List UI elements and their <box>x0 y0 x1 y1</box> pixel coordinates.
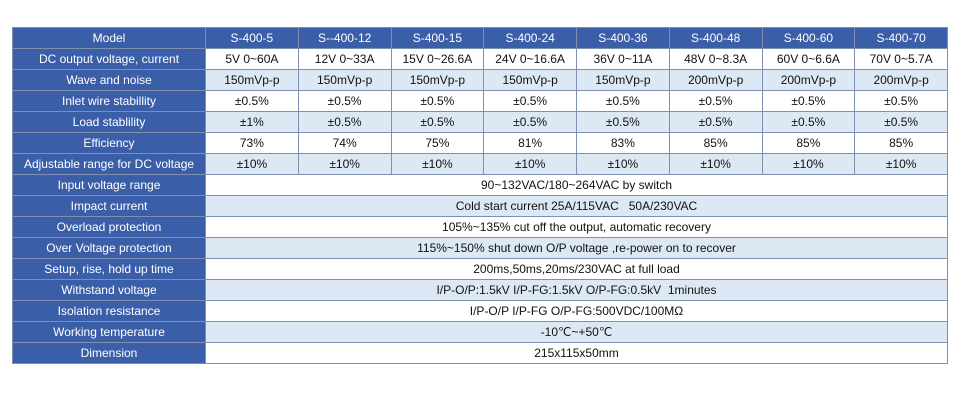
cell: ±0.5% <box>390 90 485 112</box>
cell: 105%~135% cut off the output, automatic … <box>205 216 948 238</box>
cell: 115%~150% shut down O/P voltage ,re-powe… <box>205 237 948 259</box>
cell: 15V 0~26.6A <box>390 48 485 70</box>
cell: 150mVp-p <box>390 69 485 91</box>
cell: I/P-O/P:1.5kV I/P-FG:1.5kV O/P-FG:0.5kV … <box>205 279 948 301</box>
cell: 81% <box>483 132 577 154</box>
cell: ±0.5% <box>854 90 948 112</box>
row-label: DC output voltage, current <box>12 48 206 70</box>
cell: 83% <box>576 132 670 154</box>
table-row: Setup, rise, hold up time 200ms,50ms,20ms… <box>12 258 948 280</box>
table-row: Overload protection 105%~135% cut off the… <box>12 216 948 238</box>
cell: 85% <box>668 132 763 154</box>
cell: S--400-12 <box>297 27 392 49</box>
cell: S-400-60 <box>761 27 856 49</box>
spec-table: Model S-400-5 S--400-12 S-400-15 S-400-24 S-4… <box>12 27 948 364</box>
cell: -10℃~+50℃ <box>205 321 948 343</box>
cell: 90~132VAC/180~264VAC by switch <box>205 174 948 196</box>
cell: ±0.5% <box>576 90 670 112</box>
cell: ±0.5% <box>483 111 577 133</box>
cell: 36V 0~11A <box>576 48 670 70</box>
cell: ±0.5% <box>483 90 577 112</box>
cell: ±0.5% <box>297 90 392 112</box>
row-label: Withstand voltage <box>12 279 206 301</box>
cell: ±10% <box>668 153 763 175</box>
cell: 200mVp-p <box>854 69 948 91</box>
cell: ±10% <box>205 153 299 175</box>
cell: ±0.5% <box>297 111 392 133</box>
cell: S-400-24 <box>483 27 577 49</box>
row-label: Efficiency <box>12 132 206 154</box>
row-label: Overload protection <box>12 216 206 238</box>
row-label: Setup, rise, hold up time <box>12 258 206 280</box>
cell: 60V 0~6.6A <box>761 48 856 70</box>
cell: I/P-O/P I/P-FG O/P-FG:500VDC/100MΩ <box>205 300 948 322</box>
cell: 5V 0~60A <box>205 48 299 70</box>
cell: ±0.5% <box>668 90 763 112</box>
cell: ±10% <box>390 153 485 175</box>
table-row: Efficiency 73% 74% 75% 81% 83% 85% 85% 85% <box>12 132 948 154</box>
cell: ±10% <box>576 153 670 175</box>
row-label: Inlet wire stabillity <box>12 90 206 112</box>
cell: 200ms,50ms,20ms/230VAC at full load <box>205 258 948 280</box>
cell: ±10% <box>761 153 856 175</box>
row-label: Load stablility <box>12 111 206 133</box>
cell: 75% <box>390 132 485 154</box>
row-label: Input voltage range <box>12 174 206 196</box>
cell: ±10% <box>483 153 577 175</box>
row-label: Model <box>12 27 206 49</box>
cell: ±1% <box>205 111 299 133</box>
cell: S-400-15 <box>390 27 485 49</box>
table-row: Input voltage range 90~132VAC/180~264VAC … <box>12 174 948 196</box>
cell: 12V 0~33A <box>297 48 392 70</box>
table-row: Working temperature -10℃~+50℃ <box>12 321 948 343</box>
cell: 200mVp-p <box>668 69 763 91</box>
cell: 150mVp-p <box>205 69 299 91</box>
header-row: Model S-400-5 S--400-12 S-400-15 S-400-24 S-4… <box>12 27 948 49</box>
row-label: Dimension <box>12 342 206 364</box>
table-row: Inlet wire stabillity ±0.5% ±0.5% ±0.5% ±0.5… <box>12 90 948 112</box>
table-row: Load stablility ±1% ±0.5% ±0.5% ±0.5% ±0.5% ±0… <box>12 111 948 133</box>
cell: 215x115x50mm <box>205 342 948 364</box>
cell: ±10% <box>854 153 948 175</box>
cell: ±10% <box>297 153 392 175</box>
cell: 85% <box>761 132 856 154</box>
cell: 74% <box>297 132 392 154</box>
cell: S-400-48 <box>668 27 763 49</box>
cell: Cold start current 25A/115VAC 50A/230VAC <box>205 195 948 217</box>
cell: S-400-36 <box>576 27 670 49</box>
cell: 24V 0~16.6A <box>483 48 577 70</box>
cell: ±0.5% <box>761 111 856 133</box>
table-row: Over Voltage protection 115%~150% shut do… <box>12 237 948 259</box>
cell: S-400-70 <box>854 27 948 49</box>
cell: 150mVp-p <box>297 69 392 91</box>
table-row: DC output voltage, current 5V 0~60A 12V 0~… <box>12 48 948 70</box>
row-label: Wave and noise <box>12 69 206 91</box>
cell: 48V 0~8.3A <box>668 48 763 70</box>
row-label: Isolation resistance <box>12 300 206 322</box>
row-label: Over Voltage protection <box>12 237 206 259</box>
row-label: Adjustable range for DC voltage <box>12 153 206 175</box>
row-label: Working temperature <box>12 321 206 343</box>
cell: ±0.5% <box>761 90 856 112</box>
table-row: Isolation resistance I/P-O/P I/P-FG O/P-F… <box>12 300 948 322</box>
cell: ±0.5% <box>205 90 299 112</box>
table-row: Wave and noise 150mVp-p 150mVp-p 150mVp-p 15… <box>12 69 948 91</box>
cell: 200mVp-p <box>761 69 856 91</box>
table-row: Adjustable range for DC voltage ±10% ±10% ±… <box>12 153 948 175</box>
cell: S-400-5 <box>205 27 299 49</box>
cell: 85% <box>854 132 948 154</box>
cell: ±0.5% <box>854 111 948 133</box>
cell: 73% <box>205 132 299 154</box>
cell: ±0.5% <box>668 111 763 133</box>
cell: 150mVp-p <box>576 69 670 91</box>
table-row: Dimension 215x115x50mm <box>12 342 948 364</box>
table-row: Impact current Cold start current 25A/115… <box>12 195 948 217</box>
cell: 70V 0~5.7A <box>854 48 948 70</box>
table-row: Withstand voltage I/P-O/P:1.5kV I/P-FG:1.… <box>12 279 948 301</box>
cell: 150mVp-p <box>483 69 577 91</box>
cell: ±0.5% <box>390 111 485 133</box>
cell: ±0.5% <box>576 111 670 133</box>
row-label: Impact current <box>12 195 206 217</box>
